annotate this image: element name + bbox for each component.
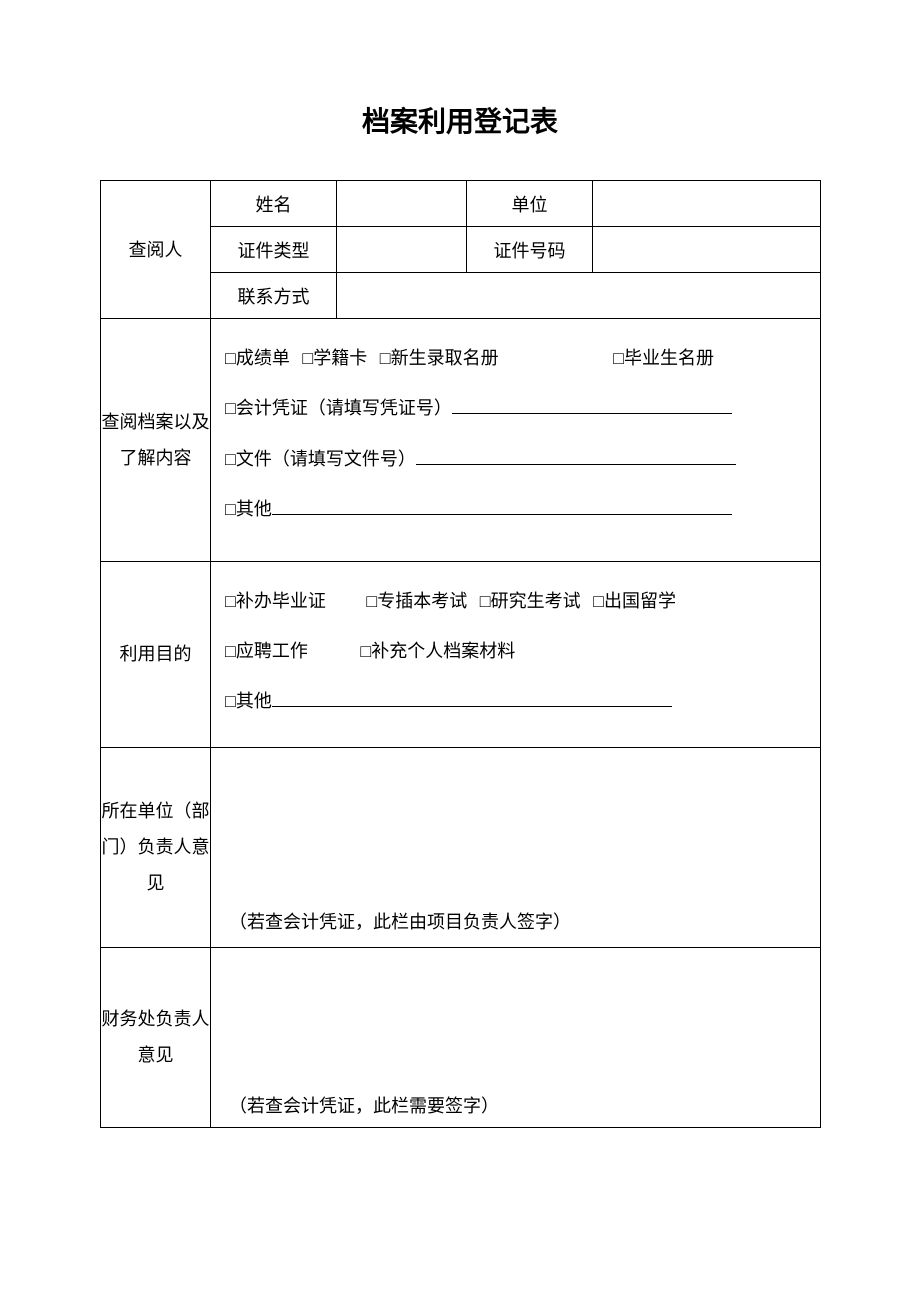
blank-line[interactable] — [272, 497, 732, 515]
blank-line[interactable] — [272, 689, 672, 707]
table-row: 财务处负责人意见 （若查会计凭证，此栏需要签字） — [101, 947, 821, 1127]
name-value[interactable] — [337, 181, 467, 227]
page-title: 档案利用登记表 — [100, 100, 820, 140]
finance-sig-label: 财务处负责人意见 — [101, 947, 211, 1127]
table-row: 所在单位（部门）负责人意见 （若查会计凭证，此栏由项目负责人签字） — [101, 747, 821, 947]
checkbox-option[interactable]: □会计凭证（请填写凭证号） — [225, 383, 452, 433]
finance-sig-area[interactable]: （若查会计凭证，此栏需要签字） — [211, 947, 821, 1127]
checkbox-option[interactable]: □成绩单 — [225, 333, 290, 383]
checkbox-option[interactable]: □其他 — [225, 676, 272, 726]
checkbox-option[interactable]: □研究生考试 — [480, 576, 581, 626]
dept-sig-area[interactable]: （若查会计凭证，此栏由项目负责人签字） — [211, 747, 821, 947]
blank-line[interactable] — [452, 396, 732, 414]
table-row: 利用目的 □补办毕业证 □专插本考试 □研究生考试 □出国留学 □应聘工作 □补… — [101, 561, 821, 747]
purpose-label: 利用目的 — [101, 561, 211, 747]
checkbox-option[interactable]: □专插本考试 — [366, 576, 467, 626]
checkbox-option[interactable]: □出国留学 — [593, 576, 676, 626]
checkbox-option[interactable]: □新生录取名册 — [380, 333, 499, 383]
finance-sig-note: （若查会计凭证，此栏需要签字） — [229, 1096, 499, 1116]
checkbox-option[interactable]: □应聘工作 — [225, 626, 308, 676]
dept-sig-label: 所在单位（部门）负责人意见 — [101, 747, 211, 947]
checkbox-option[interactable]: □毕业生名册 — [613, 333, 714, 383]
unit-label: 单位 — [467, 181, 593, 227]
checkbox-option[interactable]: □补充个人档案材料 — [360, 626, 515, 676]
id-no-value[interactable] — [593, 227, 821, 273]
id-type-label: 证件类型 — [211, 227, 337, 273]
unit-value[interactable] — [593, 181, 821, 227]
contact-value[interactable] — [337, 273, 821, 319]
table-row: 查阅人 姓名 单位 — [101, 181, 821, 227]
table-row: 查阅档案以及了解内容 □成绩单 □学籍卡 □新生录取名册 □毕业生名册 □会计凭… — [101, 319, 821, 562]
reader-label: 查阅人 — [101, 181, 211, 319]
content-label: 查阅档案以及了解内容 — [101, 319, 211, 562]
name-label: 姓名 — [211, 181, 337, 227]
purpose-options[interactable]: □补办毕业证 □专插本考试 □研究生考试 □出国留学 □应聘工作 □补充个人档案… — [211, 561, 821, 747]
checkbox-option[interactable]: □其他 — [225, 484, 272, 534]
id-no-label: 证件号码 — [467, 227, 593, 273]
id-type-value[interactable] — [337, 227, 467, 273]
checkbox-option[interactable]: □文件（请填写文件号） — [225, 434, 416, 484]
checkbox-option[interactable]: □补办毕业证 — [225, 576, 326, 626]
blank-line[interactable] — [416, 447, 736, 465]
registration-table: 查阅人 姓名 单位 证件类型 证件号码 联系方式 查阅档案以及了解内容 □成绩单… — [100, 180, 821, 1128]
checkbox-option[interactable]: □学籍卡 — [302, 333, 367, 383]
dept-sig-note: （若查会计凭证，此栏由项目负责人签字） — [229, 912, 571, 932]
content-options[interactable]: □成绩单 □学籍卡 □新生录取名册 □毕业生名册 □会计凭证（请填写凭证号） □… — [211, 319, 821, 562]
contact-label: 联系方式 — [211, 273, 337, 319]
